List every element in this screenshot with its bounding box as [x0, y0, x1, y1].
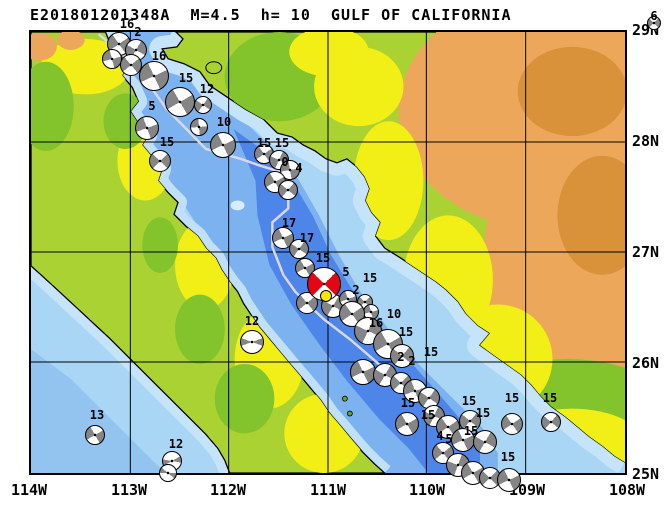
depth-label: 6 — [650, 9, 658, 23]
focal-mechanism-ball — [120, 54, 142, 76]
depth-label: 15 — [504, 391, 520, 405]
lat-tick-label: 27N — [632, 243, 660, 261]
focal-mechanism-ball — [497, 468, 521, 492]
shallow-bank — [230, 200, 245, 211]
lon-tick-label: 111W — [309, 481, 347, 499]
focal-mechanism-ball — [210, 132, 236, 158]
islets — [205, 61, 353, 417]
focal-mechanism-ball — [135, 116, 159, 140]
depth-label: 2 — [352, 283, 360, 297]
focal-mechanism-ball — [390, 344, 414, 368]
lat-tick-label: 26N — [632, 354, 660, 372]
focal-mechanism-ball — [280, 160, 300, 180]
plot-title: E201801201348A M=4.5 h= 10 GULF OF CALIF… — [30, 6, 512, 24]
focal-mechanism-ball — [350, 359, 376, 385]
focal-mechanism-ball — [139, 61, 169, 91]
depth-label: 5 — [342, 265, 350, 279]
depth-label: 15 — [178, 71, 194, 85]
depth-label: 12 — [199, 82, 215, 96]
depth-label: 15 — [542, 391, 558, 405]
depth-label: 10 — [216, 115, 232, 129]
depth-label: 16 — [368, 316, 384, 330]
focal-mechanism-ball — [295, 258, 315, 278]
depth-label: 15 — [423, 345, 439, 359]
depth-label: 15 — [256, 136, 272, 150]
depth-label: 15 — [362, 271, 378, 285]
depth-label: 2 — [397, 350, 405, 364]
focal-mechanism-ball — [159, 464, 177, 482]
lon-tick-label: 112W — [209, 481, 247, 499]
depth-label: 4 — [295, 161, 303, 175]
lat-tick-label: 28N — [632, 132, 660, 150]
focal-mechanism-ball — [278, 180, 298, 200]
depth-label: 16 — [151, 49, 167, 63]
depth-label: 15 — [463, 424, 479, 438]
focal-mechanism-ball — [149, 150, 171, 172]
depth-label: 15 — [461, 394, 477, 408]
depth-label: 13 — [89, 408, 105, 422]
depth-label: 12 — [168, 437, 184, 451]
focal-mechanism-ball — [194, 96, 212, 114]
depth-label: 12 — [244, 314, 260, 328]
fault-trace — [98, 33, 430, 410]
lat-tick-label: 25N — [632, 465, 660, 483]
focal-mechanism-ball — [647, 16, 661, 30]
depth-label: 10 — [386, 307, 402, 321]
depth-label: 15 — [400, 396, 416, 410]
lon-tick-label: 108W — [608, 481, 646, 499]
focal-mechanism-ball — [240, 330, 264, 354]
depth-label: 0 — [281, 155, 289, 169]
depth-label: 15 — [315, 251, 331, 265]
focal-mechanism-ball — [102, 49, 122, 69]
focal-mechanism-ball — [85, 425, 105, 445]
focal-mechanism-ball — [272, 227, 294, 249]
depth-label: 5 — [148, 99, 156, 113]
depth-label: 4 — [436, 429, 444, 443]
map-frame: 16 2 16 15 12 5 10 15 15 15 0 4 17 17 15 5 2 15 16 10 15 2 2 15… — [29, 10, 661, 492]
depth-label: 15 — [398, 325, 414, 339]
focal-mechanism-ball — [165, 87, 195, 117]
depth-label: 15 — [420, 408, 436, 422]
depth-label: 15 — [500, 450, 516, 464]
focal-mechanism-ball — [190, 118, 208, 136]
depth-label: 2 — [408, 354, 416, 368]
depth-label: 15 — [159, 135, 175, 149]
lon-tick-label: 113W — [110, 481, 148, 499]
depth-label: 17 — [281, 216, 297, 230]
focal-mechanism-ball — [501, 413, 523, 435]
pacific-deep-tint — [31, 349, 166, 473]
focal-mechanism-ball — [473, 430, 497, 454]
focal-mechanism-ball — [395, 412, 419, 436]
depth-label: 16 — [119, 17, 135, 31]
highlight-epicenter-marker — [320, 290, 332, 302]
depth-label: 15 — [274, 136, 290, 150]
lon-tick-label: 114W — [10, 481, 48, 499]
depth-label: 15 — [475, 406, 491, 420]
depth-label: 5 — [445, 432, 453, 446]
focal-mechanism-ball — [541, 412, 561, 432]
focal-mechanism-ball — [296, 292, 318, 314]
graticule — [31, 32, 625, 473]
depth-label: 17 — [299, 231, 315, 245]
depth-label: 2 — [134, 25, 142, 39]
lon-tick-label: 110W — [408, 481, 446, 499]
